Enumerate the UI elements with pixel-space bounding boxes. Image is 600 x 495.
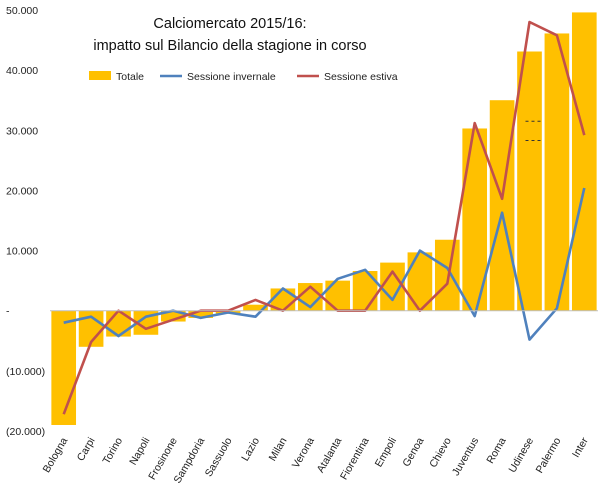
bar-atalanta xyxy=(325,280,351,311)
legend-label: Totale xyxy=(116,71,144,83)
bar-fiorentina xyxy=(352,271,378,311)
y-tick-label: 30.000 xyxy=(6,125,38,137)
y-tick-label: 10.000 xyxy=(6,246,38,258)
bar-udinese xyxy=(517,51,542,311)
x-tick-label: Roma xyxy=(484,435,508,465)
bar-bologna xyxy=(51,310,77,425)
y-tick-label: 40.000 xyxy=(6,65,38,77)
legend-label: Sessione estiva xyxy=(324,71,398,83)
bar-inter xyxy=(571,12,597,311)
line-sessione-invernale xyxy=(63,187,586,341)
y-axis: 50.000 40.000 30.000 20.000 10.000 - (10.000) (… xyxy=(6,5,45,438)
bar-chievo xyxy=(434,239,460,311)
y-tick-label: 20.000 xyxy=(6,185,38,197)
y-tick-label: (10.000) xyxy=(6,366,45,378)
line-sessione-estiva xyxy=(62,20,586,415)
bar-torino xyxy=(106,310,131,337)
x-tick-label: Inter xyxy=(570,435,591,460)
legend-label: Sessione invernale xyxy=(187,71,276,83)
x-tick-label: Sassuolo xyxy=(203,435,235,479)
x-tick-label: Atalanta xyxy=(315,435,345,475)
x-tick-label: Genoa xyxy=(400,435,426,468)
legend-swatch-totale xyxy=(89,71,111,80)
bar-sampdoria xyxy=(188,310,214,318)
x-axis-categories: Bologna Carpi Torino NapoliFrosinoneSampdor… xyxy=(41,435,592,485)
bar-frosinone xyxy=(160,310,186,322)
x-tick-label: Carpi xyxy=(75,436,98,464)
x-tick-label: Chievo xyxy=(427,435,454,469)
bar-lazio xyxy=(243,304,268,311)
x-tick-label: Napoli xyxy=(127,436,152,468)
x-tick-label: Torino xyxy=(100,435,125,466)
chart-title-block: Calciomercato 2015/16: impatto sul Bilan… xyxy=(93,16,366,54)
x-tick-label: Verona xyxy=(290,435,317,470)
x-tick-label: Milan xyxy=(267,435,290,463)
x-tick-label: Lazio xyxy=(239,435,262,463)
y-tick-label: (20.000) xyxy=(6,426,45,438)
y-tick-label: - xyxy=(6,306,10,318)
x-tick-label: Empoli xyxy=(373,436,399,470)
bar-palermo xyxy=(544,33,570,311)
x-tick-label: Udinese xyxy=(506,435,536,475)
bar-roma xyxy=(489,100,515,311)
x-tick-label: Juventus xyxy=(450,436,481,478)
x-tick-label: Palermo xyxy=(534,435,564,475)
chart-title: Calciomercato 2015/16: xyxy=(153,16,306,32)
y-tick-label: 50.000 xyxy=(6,5,38,17)
line-series xyxy=(62,20,586,415)
x-tick-label: Bologna xyxy=(41,435,71,475)
chart-subtitle: impatto sul Bilancio della stagione in c… xyxy=(93,38,366,54)
legend: Totale Sessione invernale Sessione estiva xyxy=(89,71,398,83)
